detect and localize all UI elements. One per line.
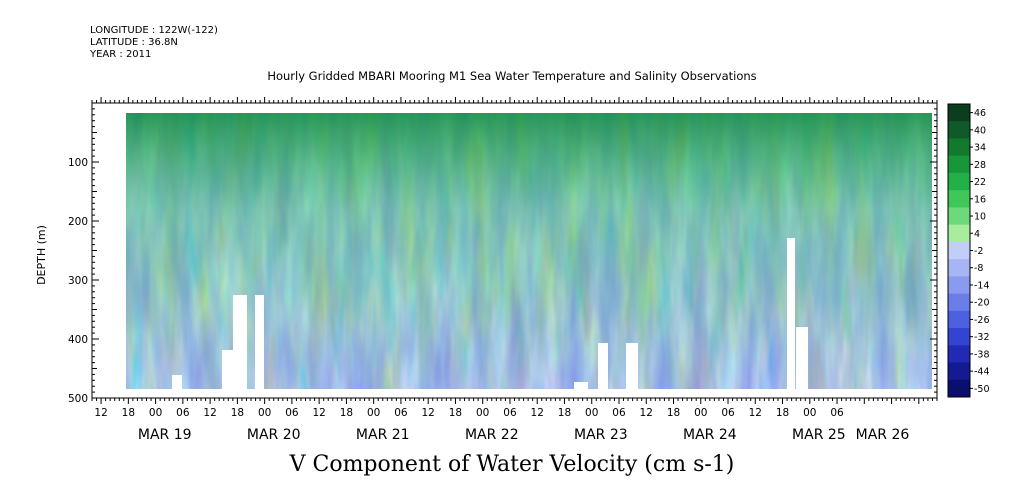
- x-hour-label: 12: [203, 407, 216, 419]
- colorbar-label: 10: [974, 212, 986, 223]
- x-hour-label: 00: [585, 407, 598, 419]
- colorbar-label: -32: [974, 332, 990, 343]
- colorbar-label: -38: [974, 349, 990, 360]
- x-day-label: MAR 23: [574, 427, 628, 443]
- x-hour-label: 06: [503, 407, 517, 419]
- y-tick-label: 200: [68, 216, 88, 228]
- data-gap: [233, 295, 247, 389]
- x-hour-label: 06: [285, 407, 299, 419]
- colorbar-label: -8: [974, 263, 983, 274]
- year-label: YEAR : 2011: [90, 49, 152, 60]
- colorbar-label: -26: [974, 315, 990, 326]
- x-day-label: MAR 24: [683, 427, 737, 443]
- data-gap: [796, 327, 808, 389]
- x-axis-label: V Component of Water Velocity (cm s-1): [289, 452, 735, 477]
- x-hour-label: 12: [94, 407, 107, 419]
- data-gap: [598, 343, 608, 389]
- x-day-label: MAR 22: [465, 427, 519, 443]
- colorbar-cell: [948, 138, 970, 157]
- x-hour-label: 00: [803, 407, 816, 419]
- colorbar-label: 4: [974, 229, 980, 240]
- colorbar-cell: [948, 104, 970, 122]
- latitude-label: LATITUDE : 36.8N: [90, 37, 178, 48]
- x-hour-label: 12: [531, 407, 544, 419]
- colorbar-cell: [948, 121, 970, 139]
- x-hour-label: 06: [612, 407, 626, 419]
- colorbar-label: -20: [974, 298, 990, 309]
- colorbar-cell: [948, 241, 970, 260]
- y-axis-label: DEPTH (m): [35, 225, 48, 285]
- colorbar-label: 40: [974, 125, 986, 136]
- data-gap: [787, 238, 795, 389]
- colorbar-cell: [948, 155, 970, 174]
- y-tick-label: 100: [68, 157, 88, 169]
- x-hour-label: 00: [694, 407, 707, 419]
- x-hour-label: 18: [122, 407, 135, 419]
- x-hour-label: 00: [149, 407, 162, 419]
- colorbar-cell: [948, 345, 970, 364]
- x-hour-label: 06: [721, 407, 735, 419]
- data-gap: [172, 375, 182, 389]
- colorbar-cell: [948, 190, 970, 208]
- colorbar: 46 40 34 28 22 16 10 4 -2 -8 -14 -20 -26 -32 -38 -44 -50: [947, 103, 990, 398]
- data-gap: [255, 295, 264, 389]
- x-hour-label: 12: [312, 407, 325, 419]
- colorbar-label: -14: [974, 280, 990, 291]
- colorbar-cell: [948, 379, 970, 398]
- x-axis: 12 18 00 06 12 18 00 06 12 18 00 06 12 18 00 06 12 18 00 06…: [91, 97, 938, 443]
- colorbar-cell: [948, 172, 970, 191]
- x-day-label: MAR 21: [356, 427, 410, 443]
- x-day-label: MAR 19: [138, 427, 192, 443]
- x-hour-label: 12: [749, 407, 762, 419]
- colorbar-label: 28: [974, 160, 986, 171]
- x-hour-label: 00: [476, 407, 489, 419]
- y-tick-label: 400: [68, 334, 88, 346]
- x-hour-label: 18: [340, 407, 353, 419]
- data-gap: [574, 382, 588, 389]
- colorbar-cell: [948, 276, 970, 295]
- x-hour-label: 00: [258, 407, 271, 419]
- x-day-label: MAR 26: [856, 427, 910, 443]
- colorbar-cell: [948, 310, 970, 329]
- longitude-label: LONGITUDE : 122W(-122): [90, 25, 218, 36]
- colorbar-label: 16: [974, 194, 986, 205]
- colorbar-label: 34: [974, 143, 986, 154]
- x-day-label: MAR 20: [247, 427, 301, 443]
- chart-title: Hourly Gridded MBARI Mooring M1 Sea Wate…: [267, 69, 757, 83]
- colorbar-label: -50: [974, 384, 990, 395]
- x-hour-label: 06: [394, 407, 408, 419]
- y-tick-label: 300: [68, 275, 88, 287]
- x-day-label: MAR 25: [792, 427, 846, 443]
- x-hour-label: 18: [231, 407, 244, 419]
- x-hour-label: 18: [449, 407, 462, 419]
- data-gap: [626, 343, 638, 389]
- x-hour-label: 12: [640, 407, 653, 419]
- colorbar-cell: [948, 224, 970, 243]
- y-tick-label: 500: [68, 393, 88, 405]
- colorbar-cell: [948, 328, 970, 346]
- x-hour-label: 06: [176, 407, 190, 419]
- x-hour-label: 06: [830, 407, 844, 419]
- colorbar-label: 46: [974, 108, 986, 119]
- colorbar-cell: [948, 362, 970, 381]
- y-axis: 100 200 300 400 500: [68, 102, 937, 405]
- colorbar-label: -2: [974, 246, 983, 257]
- colorbar-cell: [948, 207, 970, 226]
- x-hour-label: 12: [421, 407, 434, 419]
- heatmap-field: [126, 113, 932, 389]
- x-hour-label: 18: [667, 407, 680, 419]
- x-hour-label: 00: [367, 407, 380, 419]
- x-hour-label: 18: [558, 407, 571, 419]
- colorbar-label: 22: [974, 177, 986, 188]
- colorbar-cell: [948, 293, 970, 312]
- colorbar-label: -44: [974, 367, 990, 378]
- colorbar-cell: [948, 259, 970, 277]
- x-hour-label: 18: [776, 407, 789, 419]
